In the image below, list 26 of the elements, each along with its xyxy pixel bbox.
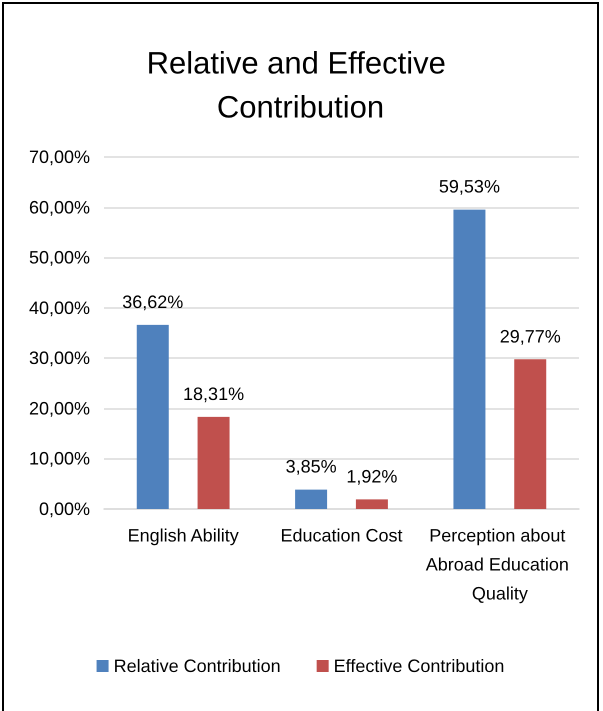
data-label: 29,77%: [500, 326, 561, 346]
data-label: 36,62%: [122, 292, 184, 312]
data-label: 1,92%: [346, 466, 398, 486]
x-tick-label: Education Cost: [280, 526, 403, 546]
data-label: 18,31%: [183, 384, 244, 404]
bar: [295, 490, 328, 509]
chart-title: Relative and Effective Contribution: [146, 46, 454, 124]
y-tick-label: 60,00%: [28, 197, 90, 218]
data-label: 3,85%: [286, 456, 337, 477]
x-tick-label: Perception about Abroad Education Quality: [426, 526, 574, 604]
legend-label: Relative Contribution: [114, 656, 281, 676]
y-tick-label: 30,00%: [28, 348, 90, 368]
bar: [356, 499, 388, 509]
legend-label: Effective Contribution: [334, 656, 504, 676]
y-tick-label: 0,00%: [38, 499, 90, 519]
bar: [198, 416, 230, 509]
bar: [136, 324, 169, 509]
x-tick-label: English Ability: [128, 526, 239, 546]
data-label: 59,53%: [438, 176, 500, 197]
y-tick-label: 50,00%: [28, 248, 90, 268]
y-tick-label: 20,00%: [28, 398, 90, 418]
y-tick-label: 10,00%: [28, 448, 90, 469]
bar: [514, 359, 546, 509]
bar: [453, 210, 486, 509]
y-tick-label: 70,00%: [28, 147, 90, 167]
y-tick-label: 40,00%: [28, 298, 90, 318]
